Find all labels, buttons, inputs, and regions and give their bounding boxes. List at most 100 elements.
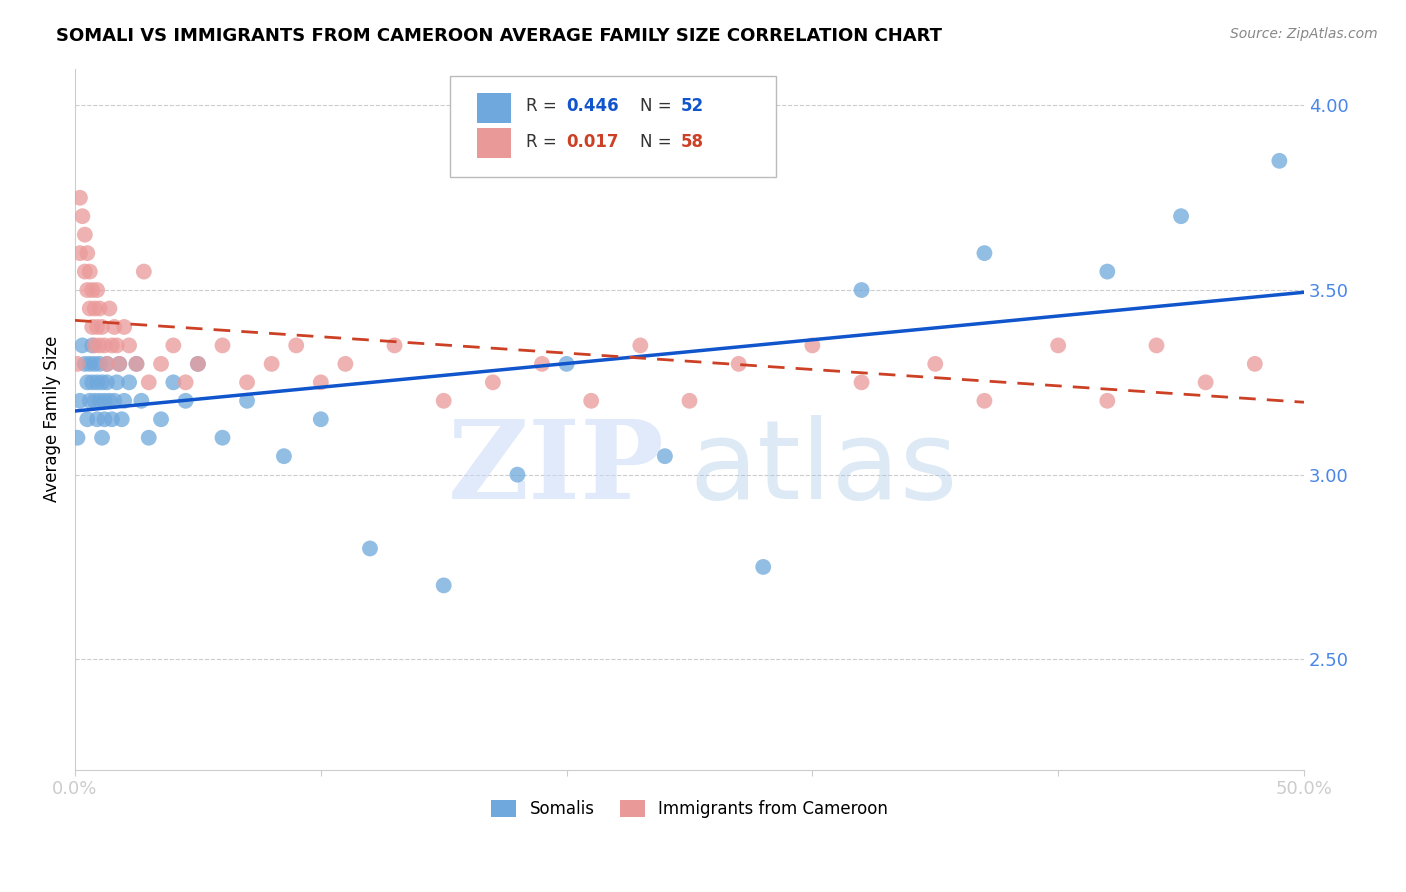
Point [76, 283, 98, 297]
Point [1268, 153, 1291, 168]
Text: 0.446: 0.446 [567, 97, 619, 115]
Point [1146, 338, 1168, 352]
Point [66, 357, 89, 371]
Point [69, 393, 91, 408]
Point [79, 301, 101, 316]
Point [69, 246, 91, 260]
Point [506, 467, 529, 482]
Point [1243, 357, 1265, 371]
Point [384, 338, 406, 352]
Point [125, 357, 148, 371]
Point [86, 320, 108, 334]
Point [79, 264, 101, 278]
Point [973, 246, 995, 260]
Text: R =: R = [526, 133, 562, 151]
Point [96, 357, 118, 371]
Point [93, 412, 115, 426]
Point [98, 393, 121, 408]
Point [211, 338, 233, 352]
Point [89, 357, 111, 371]
Point [187, 357, 209, 371]
Point [89, 393, 111, 408]
Point [433, 578, 456, 592]
Point [125, 357, 148, 371]
Text: atlas: atlas [689, 415, 957, 522]
Point [76, 246, 98, 260]
Point [236, 393, 259, 408]
Point [86, 376, 108, 390]
Text: R =: R = [526, 97, 562, 115]
Point [851, 283, 873, 297]
Point [105, 338, 128, 352]
Point [72, 209, 94, 223]
Point [72, 338, 94, 352]
Point [309, 412, 332, 426]
Point [309, 376, 332, 390]
Text: 58: 58 [681, 133, 704, 151]
Point [96, 357, 118, 371]
Bar [477, 93, 512, 122]
Point [79, 357, 101, 371]
Point [96, 376, 118, 390]
Text: 0.017: 0.017 [567, 133, 619, 151]
Point [131, 393, 153, 408]
Point [83, 393, 105, 408]
Text: N =: N = [640, 133, 678, 151]
Point [174, 393, 197, 408]
Point [86, 283, 108, 297]
Point [1097, 264, 1119, 278]
Point [752, 560, 775, 574]
Point [112, 320, 135, 334]
Point [973, 393, 995, 408]
Point [105, 376, 128, 390]
Point [101, 338, 124, 352]
Point [118, 376, 141, 390]
Point [1194, 376, 1216, 390]
Point [628, 338, 651, 352]
Point [138, 376, 160, 390]
Point [236, 376, 259, 390]
Point [482, 376, 505, 390]
Point [91, 320, 114, 334]
Point [174, 376, 197, 390]
Point [433, 393, 456, 408]
Point [83, 338, 105, 352]
Point [678, 393, 700, 408]
Point [187, 357, 209, 371]
Point [86, 412, 108, 426]
Point [82, 283, 104, 297]
Point [108, 357, 131, 371]
Point [851, 376, 873, 390]
Point [93, 393, 115, 408]
Text: ZIP: ZIP [449, 415, 665, 522]
Point [91, 376, 114, 390]
Point [89, 301, 111, 316]
Point [82, 338, 104, 352]
Point [138, 431, 160, 445]
Text: Source: ZipAtlas.com: Source: ZipAtlas.com [1230, 27, 1378, 41]
Point [82, 320, 104, 334]
Point [111, 412, 134, 426]
FancyBboxPatch shape [450, 76, 776, 178]
Point [273, 449, 295, 463]
Point [150, 357, 173, 371]
Point [211, 431, 233, 445]
Legend: Somalis, Immigrants from Cameroon: Somalis, Immigrants from Cameroon [485, 793, 894, 825]
Point [108, 357, 131, 371]
Point [82, 376, 104, 390]
Point [359, 541, 381, 556]
Point [98, 301, 121, 316]
Point [103, 393, 125, 408]
Point [73, 227, 96, 242]
Point [69, 191, 91, 205]
Point [73, 357, 96, 371]
Point [260, 357, 283, 371]
Point [162, 338, 184, 352]
Point [162, 376, 184, 390]
Text: 52: 52 [681, 97, 704, 115]
Point [112, 393, 135, 408]
Point [118, 338, 141, 352]
Point [1047, 338, 1070, 352]
Point [76, 376, 98, 390]
Point [530, 357, 553, 371]
